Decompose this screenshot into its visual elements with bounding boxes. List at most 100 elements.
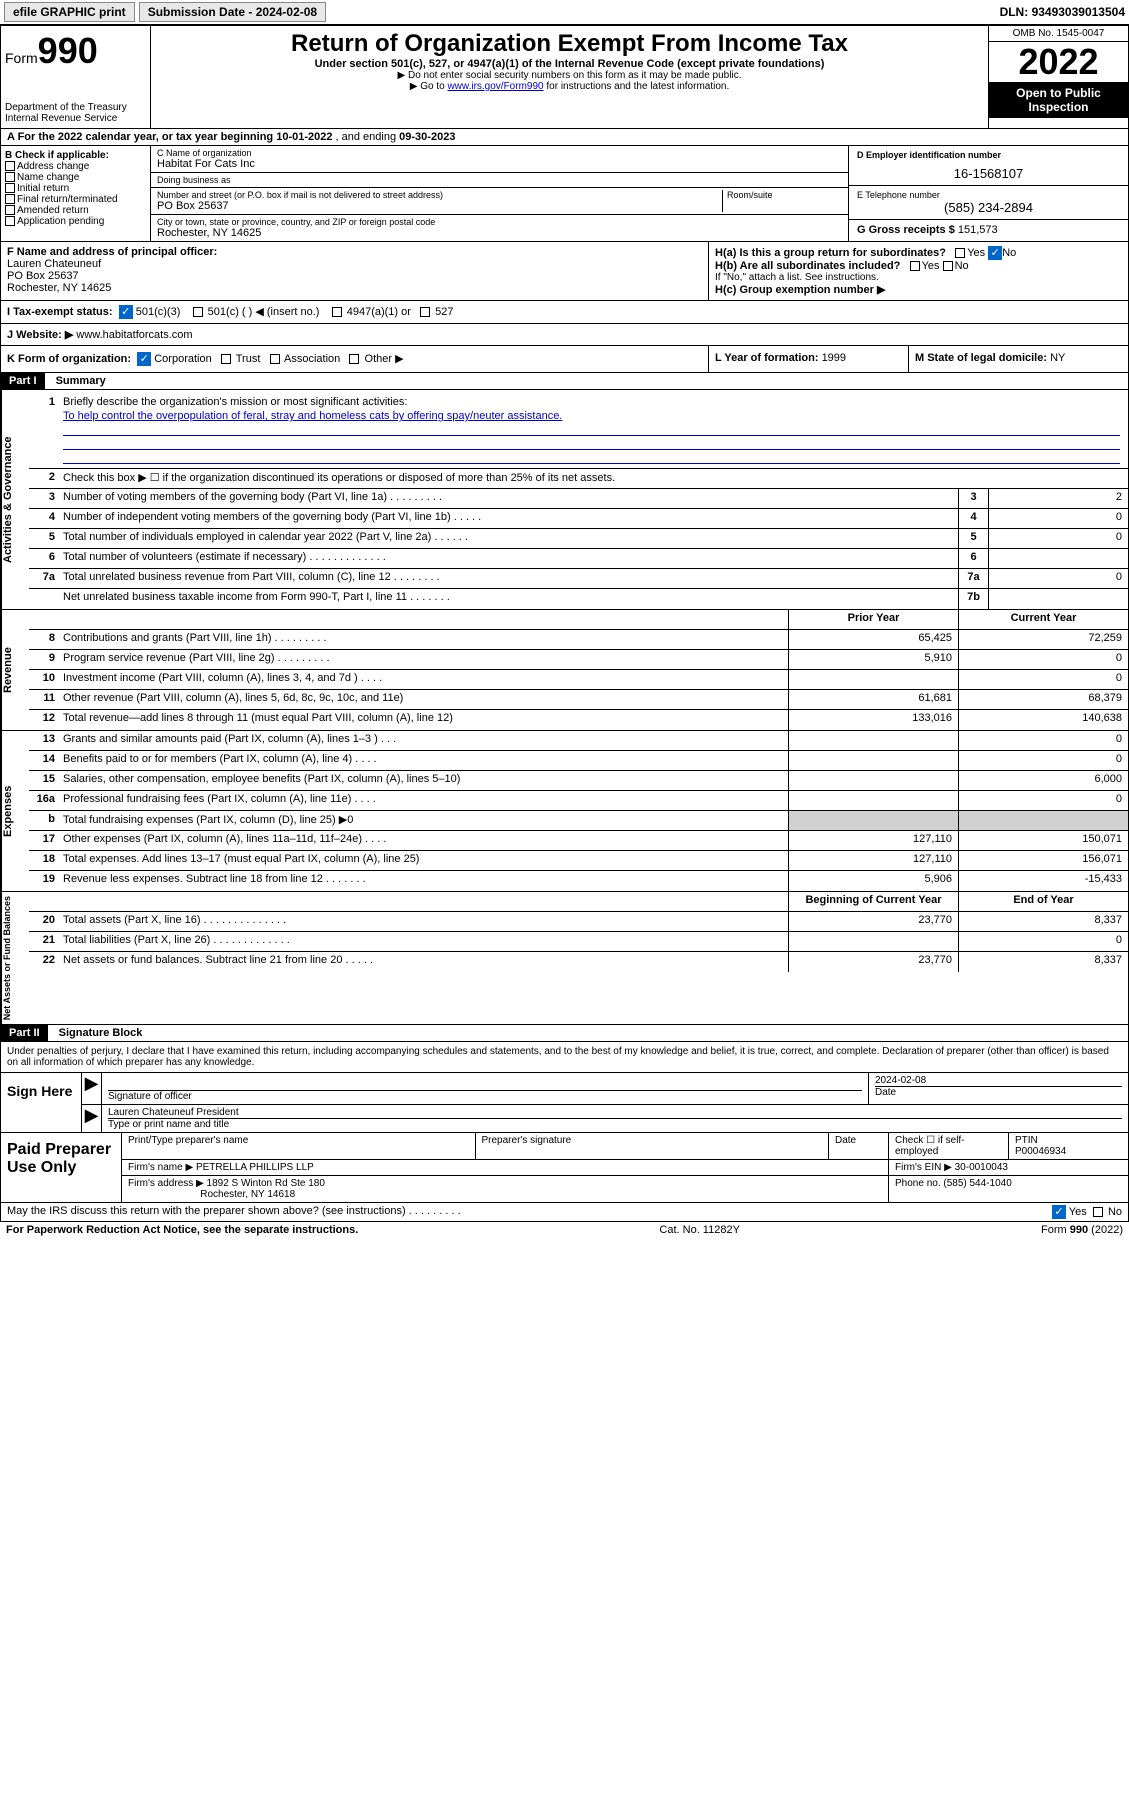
current-value: 140,638 — [958, 710, 1128, 730]
colb-checkbox-item[interactable]: Amended return — [5, 205, 146, 216]
prep-right: Print/Type preparer's name Preparer's si… — [121, 1133, 1128, 1202]
line-ref: 3 — [958, 489, 988, 508]
header-left: Form990 Department of the Treasury Inter… — [1, 26, 151, 128]
ha-no-checkbox[interactable]: ✓ — [988, 246, 1002, 260]
state-value: NY — [1050, 352, 1065, 364]
527-checkbox[interactable] — [420, 307, 430, 317]
tax-year-end: 09-30-2023 — [399, 131, 455, 143]
section-governance: Activities & Governance 1Briefly describ… — [0, 390, 1129, 610]
website-row: J Website: ▶ www.habitatforcats.com — [1, 324, 1128, 345]
gov-row: 4Number of independent voting members of… — [29, 509, 1128, 529]
cat-no: Cat. No. 11282Y — [659, 1224, 740, 1236]
data-row: 19Revenue less expenses. Subtract line 1… — [29, 871, 1128, 891]
mission-text[interactable]: To help control the overpopulation of fe… — [63, 410, 562, 422]
vlabel-governance: Activities & Governance — [1, 390, 29, 609]
hb-note: If "No," attach a list. See instructions… — [715, 272, 1122, 283]
prep-row-3: Firm's address ▶ 1892 S Winton Rd Ste 18… — [121, 1176, 1128, 1202]
sig-line — [108, 1075, 862, 1091]
line-value: 0 — [988, 509, 1128, 528]
data-row: 15Salaries, other compensation, employee… — [29, 771, 1128, 791]
tel-cell: E Telephone number (585) 234-2894 — [849, 186, 1128, 220]
col-b-header: B Check if applicable: — [5, 150, 109, 161]
assoc-checkbox[interactable] — [270, 354, 280, 364]
irs-link[interactable]: www.irs.gov/Form990 — [447, 81, 543, 92]
trust-checkbox[interactable] — [221, 354, 231, 364]
sig-date-cell: 2024-02-08 Date — [868, 1073, 1128, 1104]
ptin-label: PTIN — [1015, 1135, 1038, 1146]
form-of-org: K Form of organization: ✓ Corporation Tr… — [1, 346, 708, 372]
data-row: 22Net assets or fund balances. Subtract … — [29, 952, 1128, 972]
current-value — [958, 811, 1128, 830]
prep-row-2: Firm's name ▶ PETRELLA PHILLIPS LLP Firm… — [121, 1160, 1128, 1176]
goto-post: for instructions and the latest informat… — [544, 81, 730, 92]
row-klm: K Form of organization: ✓ Corporation Tr… — [0, 346, 1129, 373]
yof-label: L Year of formation: — [715, 352, 822, 364]
officer-typed-name: Lauren Chateuneuf President — [108, 1107, 1122, 1119]
sign-here-label: Sign Here — [1, 1073, 81, 1132]
dln-label: DLN: — [1000, 5, 1032, 19]
prep-row-1: Print/Type preparer's name Preparer's si… — [121, 1133, 1128, 1160]
colb-checkbox-item[interactable]: Final return/terminated — [5, 194, 146, 205]
row-a-pre: A For the 2022 calendar year, or tax yea… — [7, 131, 276, 143]
data-row: bTotal fundraising expenses (Part IX, co… — [29, 811, 1128, 831]
officer-name-cell: Lauren Chateuneuf President Type or prin… — [101, 1105, 1128, 1132]
city-label: City or town, state or province, country… — [157, 217, 842, 227]
efile-print-button[interactable]: efile GRAPHIC print — [4, 2, 135, 22]
data-row: 12Total revenue—add lines 8 through 11 (… — [29, 710, 1128, 730]
line-ref: 4 — [958, 509, 988, 528]
colb-checkbox-item[interactable]: Name change — [5, 172, 146, 183]
arrow-icon: ▶ — [81, 1073, 101, 1104]
net-body: Beginning of Current Year End of Year 20… — [29, 892, 1128, 1024]
expenses-body: 13Grants and similar amounts paid (Part … — [29, 731, 1128, 891]
tax-year: 2022 — [989, 42, 1128, 82]
vlabel-revenue: Revenue — [1, 610, 29, 730]
pra-notice: For Paperwork Reduction Act Notice, see … — [6, 1224, 358, 1236]
line-num: 18 — [29, 851, 59, 870]
line-desc: Other expenses (Part IX, column (A), lin… — [59, 831, 788, 850]
dba-cell: Doing business as — [151, 173, 848, 188]
colb-checkbox-item[interactable]: Application pending — [5, 216, 146, 227]
may-irs-yes-checkbox[interactable]: ✓ — [1052, 1205, 1066, 1219]
line-value: 0 — [988, 529, 1128, 548]
501c3-checkbox[interactable]: ✓ — [119, 305, 133, 319]
colb-checkbox-item[interactable]: Address change — [5, 161, 146, 172]
ha-yes-checkbox[interactable] — [955, 248, 965, 258]
col-prior-year: Prior Year — [788, 610, 958, 629]
ein-value: 16-1568107 — [857, 166, 1120, 181]
sig-officer-cell: Signature of officer — [101, 1073, 868, 1104]
yof-value: 1999 — [822, 352, 846, 364]
line-desc: Total expenses. Add lines 13–17 (must eq… — [59, 851, 788, 870]
current-value: 8,337 — [958, 952, 1128, 972]
prep-date-label: Date — [828, 1133, 888, 1159]
colb-checkbox-item[interactable]: Initial return — [5, 183, 146, 194]
4947-checkbox[interactable] — [332, 307, 342, 317]
mission-line — [63, 450, 1120, 464]
tax-year-begin: 10-01-2022 — [276, 131, 332, 143]
open-inspection: Open to Public Inspection — [989, 82, 1128, 118]
line-value — [988, 589, 1128, 609]
goto-link-line: ▶ Go to www.irs.gov/Form990 for instruct… — [155, 81, 984, 92]
submission-date-button[interactable]: Submission Date - 2024-02-08 — [139, 2, 326, 22]
website-label: J Website: ▶ — [7, 329, 76, 341]
sig-row-2: ▶ Lauren Chateuneuf President Type or pr… — [81, 1105, 1128, 1132]
501c-checkbox[interactable] — [193, 307, 203, 317]
gov-row: 7aTotal unrelated business revenue from … — [29, 569, 1128, 589]
hb-yes-checkbox[interactable] — [910, 261, 920, 271]
line-num: 17 — [29, 831, 59, 850]
ha-no: No — [1002, 247, 1016, 259]
hb-no-checkbox[interactable] — [943, 261, 953, 271]
other-checkbox[interactable] — [349, 354, 359, 364]
corp-checkbox[interactable]: ✓ — [137, 352, 151, 366]
col-beginning: Beginning of Current Year — [788, 892, 958, 911]
top-bar: efile GRAPHIC print Submission Date - 20… — [0, 0, 1129, 25]
line-num: 15 — [29, 771, 59, 790]
tax-exempt-status: I Tax-exempt status: ✓ 501(c)(3) 501(c) … — [1, 301, 1128, 323]
may-irs-no-checkbox[interactable] — [1093, 1207, 1103, 1217]
firm-name-label: Firm's name ▶ — [128, 1162, 196, 1173]
line-num: 21 — [29, 932, 59, 951]
prior-value — [788, 771, 958, 790]
net-header-row: Beginning of Current Year End of Year — [29, 892, 1128, 912]
addr-cell: Number and street (or P.O. box if mail i… — [151, 188, 848, 215]
firm-ein-label: Firm's EIN ▶ — [895, 1162, 955, 1173]
line-num: 7a — [29, 569, 59, 588]
